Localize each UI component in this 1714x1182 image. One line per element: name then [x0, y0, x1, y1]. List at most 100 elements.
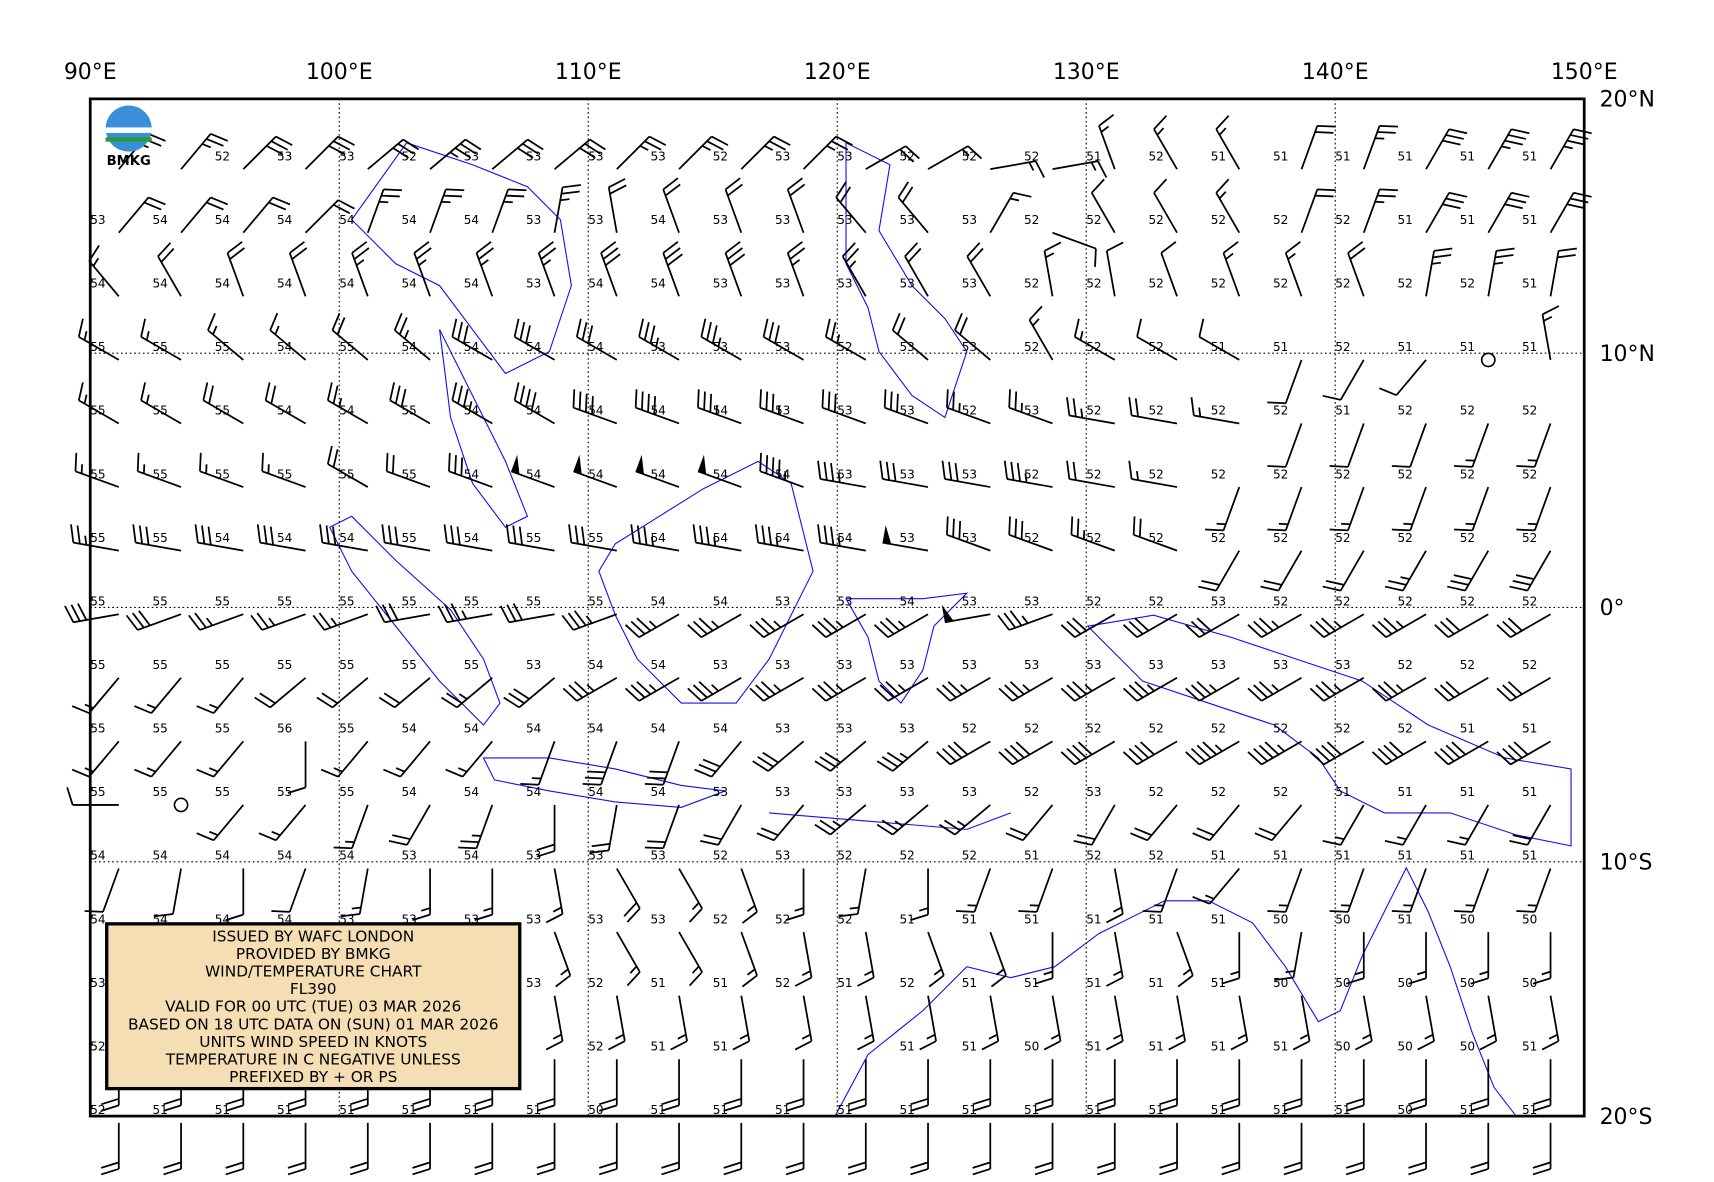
barb-line — [616, 931, 641, 987]
temperature: 55 — [277, 594, 292, 608]
wind-barb — [1516, 868, 1552, 913]
temperature: 52 — [1397, 467, 1412, 481]
wind-barb — [966, 242, 992, 297]
barb-line — [644, 741, 680, 786]
temperature: 53 — [775, 722, 790, 736]
wind-barb — [1447, 804, 1490, 846]
temperature: 53 — [775, 849, 790, 863]
barb-line — [1247, 613, 1302, 639]
wind-barb — [134, 740, 182, 778]
wind-barb — [1198, 318, 1240, 361]
temperature: 55 — [464, 594, 479, 608]
temperature: 55 — [215, 658, 230, 672]
wind-barb — [440, 677, 493, 709]
temperature: 52 — [962, 722, 977, 736]
coast-philippines — [845, 141, 968, 419]
barb-line — [662, 241, 683, 297]
barb-line — [437, 603, 493, 624]
barb-line — [910, 1059, 929, 1112]
temperature: 53 — [837, 722, 852, 736]
wind-barb — [553, 931, 572, 988]
barb-line — [1005, 804, 1054, 842]
wind-barb — [700, 318, 742, 361]
wind-barb — [505, 524, 555, 552]
barb-line — [724, 241, 746, 297]
temperature: 52 — [962, 149, 977, 163]
wind-barb — [545, 995, 564, 1051]
wind-barb — [1185, 613, 1240, 639]
temperature: 51 — [1211, 1039, 1226, 1053]
wind-barb — [817, 524, 866, 552]
barb-line — [1345, 1122, 1365, 1176]
info-line: BASED ON 18 UTC DATA ON (SUN) 01 MAR 202… — [128, 1015, 499, 1033]
barb-line — [199, 452, 244, 488]
temperature: 51 — [1522, 849, 1537, 863]
barb-line — [207, 312, 244, 361]
temperature: 51 — [152, 1103, 167, 1117]
wind-barb — [1541, 995, 1560, 1051]
barb-line — [1509, 804, 1552, 846]
barb-line — [762, 318, 804, 361]
wind-barb — [876, 740, 929, 772]
barb-line — [157, 242, 182, 297]
barb-line — [811, 677, 867, 702]
barb-line — [927, 145, 983, 170]
barb-line — [250, 612, 306, 631]
temperature: 51 — [1086, 1103, 1101, 1117]
temperature: 52 — [1273, 213, 1288, 227]
temperature: 51 — [1522, 277, 1537, 291]
wind-barb — [1160, 241, 1178, 297]
barb-line — [375, 603, 431, 624]
barb-line — [341, 868, 369, 918]
wind-barb — [264, 382, 306, 425]
wind-barb — [1247, 613, 1302, 639]
temperature: 52 — [1397, 658, 1412, 672]
barb-line — [857, 995, 875, 1051]
wind-barb — [687, 613, 742, 639]
wind-barb — [451, 318, 493, 361]
wind-barb — [1185, 677, 1240, 702]
wind-barb — [1267, 359, 1303, 405]
wind-barb — [927, 931, 945, 988]
wind-barb — [598, 1059, 618, 1112]
barb-line — [1391, 868, 1427, 913]
temperature: 52 — [1024, 722, 1039, 736]
wind-barb — [451, 382, 493, 425]
wind-barb — [1159, 1122, 1178, 1176]
wind-barb — [385, 452, 431, 488]
wind-barb — [941, 460, 991, 488]
temperature: 53 — [899, 658, 914, 672]
temperature: 52 — [1211, 213, 1226, 227]
temperature: 52 — [1522, 404, 1537, 418]
barb-line — [451, 318, 493, 361]
barb-line — [1541, 305, 1560, 361]
wind-barb — [998, 677, 1053, 702]
wind-barb — [1096, 1059, 1116, 1112]
barb-line — [84, 868, 120, 913]
wind-barb — [1329, 868, 1365, 913]
barb-line — [553, 184, 581, 233]
wind-barb — [320, 740, 369, 778]
barb-line — [644, 804, 680, 850]
wind-barb — [226, 241, 245, 297]
temperature: 52 — [1522, 531, 1537, 545]
wind-barb — [1322, 359, 1365, 401]
temperature: 56 — [277, 722, 292, 736]
wind-barb — [319, 524, 368, 552]
temperature: 53 — [775, 149, 790, 163]
wind-barb — [163, 1122, 182, 1176]
barb-line — [1098, 113, 1116, 170]
wind-barb — [333, 804, 369, 850]
wind-barb — [536, 804, 556, 858]
temperature: 50 — [1460, 912, 1475, 926]
barb-pennant — [573, 454, 582, 475]
barb-line — [1371, 613, 1427, 639]
barb-line — [1454, 868, 1490, 913]
barb-line — [445, 740, 493, 778]
barb-line — [1322, 804, 1365, 846]
wind-barb — [1509, 550, 1552, 592]
wind-barb — [349, 1122, 369, 1176]
barb-line — [1470, 1059, 1490, 1112]
barb-line — [1329, 868, 1365, 913]
wind-barb — [513, 318, 555, 361]
